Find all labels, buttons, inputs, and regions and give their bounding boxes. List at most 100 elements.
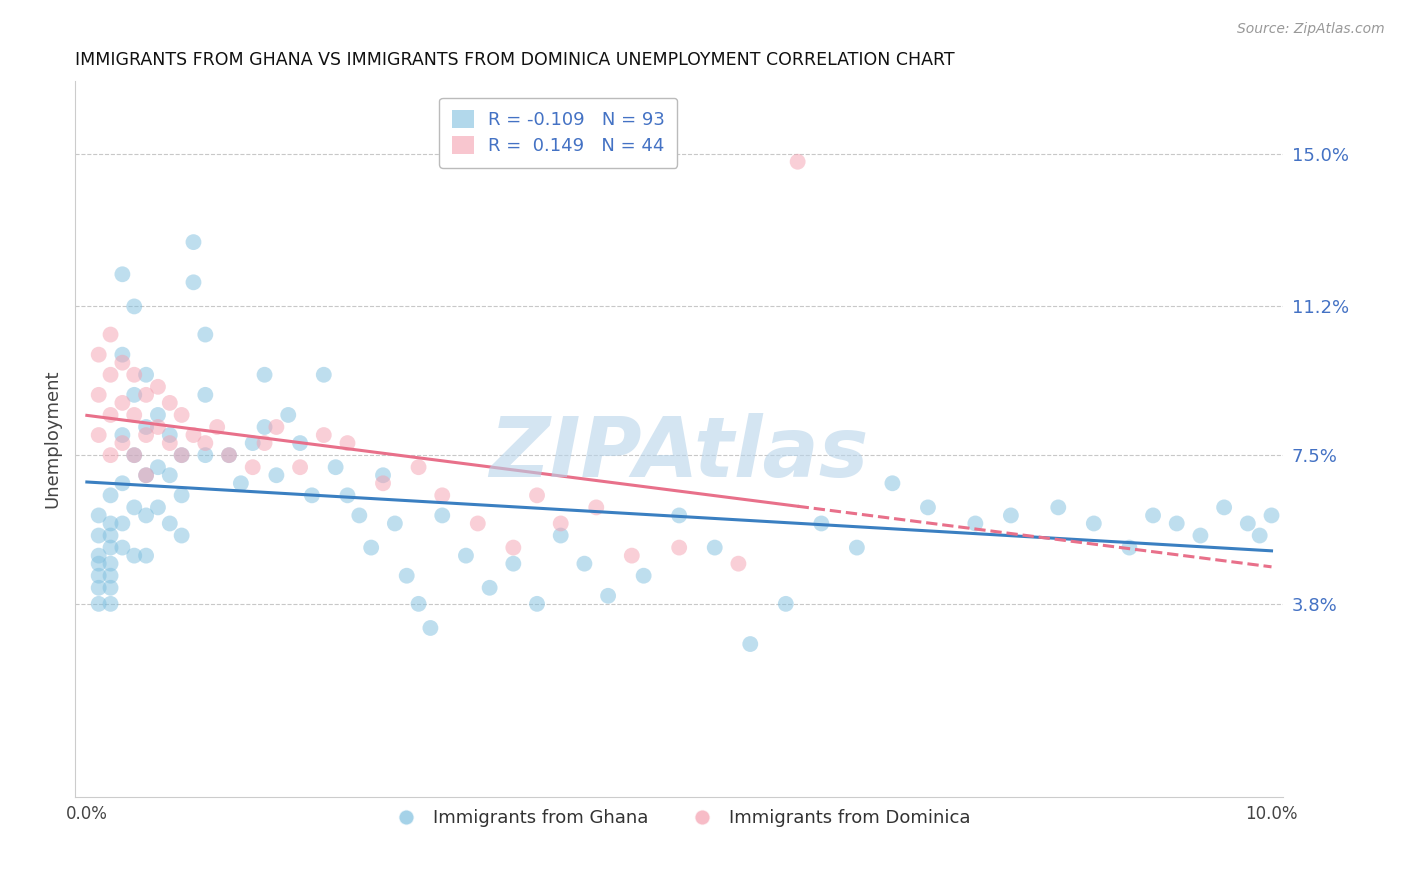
Point	[87, 388, 110, 402]
Point	[301, 488, 323, 502]
Point	[242, 436, 264, 450]
Point	[100, 541, 122, 555]
Point	[194, 327, 217, 342]
Point	[87, 528, 110, 542]
Point	[810, 516, 832, 531]
Point	[550, 516, 572, 531]
Point	[703, 541, 725, 555]
Point	[965, 516, 987, 531]
Point	[419, 621, 441, 635]
Point	[100, 557, 122, 571]
Point	[349, 508, 371, 523]
Point	[288, 436, 311, 450]
Point	[371, 476, 394, 491]
Point	[170, 408, 193, 422]
Point	[502, 541, 524, 555]
Point	[159, 468, 181, 483]
Point	[1236, 516, 1258, 531]
Point	[229, 476, 252, 491]
Point	[159, 428, 181, 442]
Point	[111, 267, 134, 281]
Point	[146, 408, 169, 422]
Point	[135, 468, 157, 483]
Point	[122, 549, 145, 563]
Point	[135, 508, 157, 523]
Point	[194, 436, 217, 450]
Point	[122, 368, 145, 382]
Point	[408, 597, 430, 611]
Point	[100, 597, 122, 611]
Point	[122, 448, 145, 462]
Point	[312, 428, 335, 442]
Point	[100, 581, 122, 595]
Point	[371, 468, 394, 483]
Y-axis label: Unemployment: Unemployment	[44, 370, 60, 508]
Point	[1189, 528, 1212, 542]
Point	[87, 348, 110, 362]
Point	[87, 428, 110, 442]
Point	[183, 275, 205, 289]
Point	[325, 460, 347, 475]
Point	[574, 557, 596, 571]
Point	[845, 541, 868, 555]
Point	[111, 356, 134, 370]
Point	[668, 508, 690, 523]
Point	[146, 420, 169, 434]
Point	[408, 460, 430, 475]
Point	[159, 396, 181, 410]
Point	[502, 557, 524, 571]
Point	[1083, 516, 1105, 531]
Point	[288, 460, 311, 475]
Point	[786, 154, 808, 169]
Point	[194, 448, 217, 462]
Point	[266, 420, 288, 434]
Point	[87, 557, 110, 571]
Point	[740, 637, 762, 651]
Point	[432, 508, 454, 523]
Point	[454, 549, 477, 563]
Point	[478, 581, 501, 595]
Point	[100, 568, 122, 582]
Point	[100, 488, 122, 502]
Point	[111, 476, 134, 491]
Point	[146, 500, 169, 515]
Point	[253, 368, 276, 382]
Point	[917, 500, 939, 515]
Point	[87, 508, 110, 523]
Point	[170, 528, 193, 542]
Point	[111, 436, 134, 450]
Point	[111, 348, 134, 362]
Point	[122, 408, 145, 422]
Text: Source: ZipAtlas.com: Source: ZipAtlas.com	[1237, 22, 1385, 37]
Point	[170, 448, 193, 462]
Point	[100, 408, 122, 422]
Point	[183, 428, 205, 442]
Point	[253, 436, 276, 450]
Point	[432, 488, 454, 502]
Legend: Immigrants from Ghana, Immigrants from Dominica: Immigrants from Ghana, Immigrants from D…	[381, 802, 979, 834]
Point	[170, 488, 193, 502]
Point	[100, 528, 122, 542]
Point	[526, 597, 548, 611]
Point	[1260, 508, 1282, 523]
Point	[550, 528, 572, 542]
Point	[111, 396, 134, 410]
Point	[218, 448, 240, 462]
Point	[111, 428, 134, 442]
Point	[1142, 508, 1164, 523]
Point	[1000, 508, 1022, 523]
Point	[336, 488, 359, 502]
Point	[633, 568, 655, 582]
Text: IMMIGRANTS FROM GHANA VS IMMIGRANTS FROM DOMINICA UNEMPLOYMENT CORRELATION CHART: IMMIGRANTS FROM GHANA VS IMMIGRANTS FROM…	[75, 51, 955, 69]
Point	[135, 388, 157, 402]
Point	[205, 420, 228, 434]
Point	[620, 549, 643, 563]
Point	[146, 460, 169, 475]
Point	[467, 516, 489, 531]
Point	[1213, 500, 1236, 515]
Point	[526, 488, 548, 502]
Point	[159, 436, 181, 450]
Point	[135, 420, 157, 434]
Point	[882, 476, 904, 491]
Point	[1249, 528, 1271, 542]
